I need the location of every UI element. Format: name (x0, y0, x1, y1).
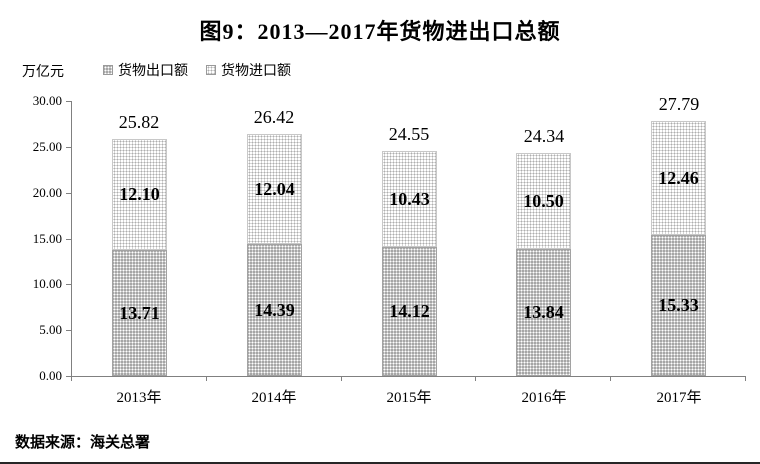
total-value-label: 26.42 (253, 107, 295, 127)
bar-segment-export: 13.84 (516, 249, 571, 376)
y-axis-tick-label: 20.00 (32, 185, 62, 200)
legend-swatch-import-icon (206, 65, 216, 75)
export-value-label: 13.84 (523, 302, 564, 322)
total-value-label: 25.82 (118, 112, 160, 132)
y-axis-tick-label: 0.00 (39, 368, 62, 383)
import-value-label: 10.50 (523, 190, 564, 211)
chart-title: 图9：2013—2017年货物进出口总额 (199, 19, 561, 44)
x-axis-category-label: 2016年 (521, 390, 567, 406)
import-value-label: 12.46 (658, 167, 699, 188)
y-axis-unit-label: 万亿元 (22, 63, 64, 79)
bar-segment-import: 12.04 (247, 134, 302, 244)
legend-item-import: 货物进口额 (206, 60, 291, 80)
export-value-label: 14.39 (254, 299, 295, 320)
y-axis-tick-label: 15.00 (32, 231, 62, 246)
y-axis-tick (66, 101, 71, 102)
bar-segment-export: 14.39 (247, 244, 302, 376)
y-axis-line (71, 101, 72, 377)
legend-label-export: 货物出口额 (118, 62, 188, 78)
source-note: 数据来源：海关总署 (15, 434, 151, 451)
y-axis-tick (66, 239, 71, 240)
bar-segment-export: 15.33 (651, 235, 706, 376)
x-axis-category-label: 2015年 (386, 390, 432, 406)
y-axis-tick (66, 376, 71, 377)
bar-segment-import: 10.43 (382, 151, 437, 247)
import-value-label: 12.10 (119, 184, 160, 204)
x-axis-category-label: 2017年 (656, 390, 702, 406)
y-axis-tick-label: 5.00 (39, 322, 62, 337)
bar-segment-import: 12.10 (112, 139, 167, 250)
total-value-label: 24.55 (388, 124, 430, 144)
import-value-label: 10.43 (389, 188, 430, 209)
legend-label-import: 货物进口额 (221, 62, 291, 78)
y-axis-tick-label: 25.00 (32, 139, 62, 154)
x-axis-tick (341, 376, 342, 381)
x-axis-tick (475, 376, 476, 381)
x-axis-category-label: 2013年 (116, 390, 162, 406)
x-axis-category-label: 2014年 (251, 390, 297, 406)
bar-segment-export: 14.12 (382, 247, 437, 376)
legend-item-export: 货物出口额 (103, 60, 188, 80)
y-axis-tick (66, 193, 71, 194)
legend-swatch-export-icon (103, 65, 113, 75)
export-value-label: 15.33 (658, 295, 699, 315)
y-axis-tick-label: 10.00 (32, 276, 62, 291)
x-axis-tick (206, 376, 207, 381)
export-value-label: 13.71 (119, 302, 160, 323)
y-axis-tick (66, 147, 71, 148)
total-value-label: 27.79 (658, 94, 700, 114)
y-axis-tick (66, 284, 71, 285)
y-axis-tick-label: 30.00 (32, 93, 62, 108)
total-value-label: 24.34 (523, 126, 565, 146)
x-axis-line (71, 376, 746, 377)
x-axis-tick (610, 376, 611, 381)
y-axis-tick (66, 330, 71, 331)
import-value-label: 12.04 (254, 178, 295, 199)
x-axis-tick (745, 376, 746, 381)
export-value-label: 14.12 (389, 301, 430, 321)
bar-segment-import: 12.46 (651, 121, 706, 235)
bar-segment-import: 10.50 (516, 153, 571, 249)
legend: 货物出口额 货物进口额 (103, 60, 291, 80)
bar-segment-export: 13.71 (112, 250, 167, 376)
x-axis-tick (71, 376, 72, 381)
